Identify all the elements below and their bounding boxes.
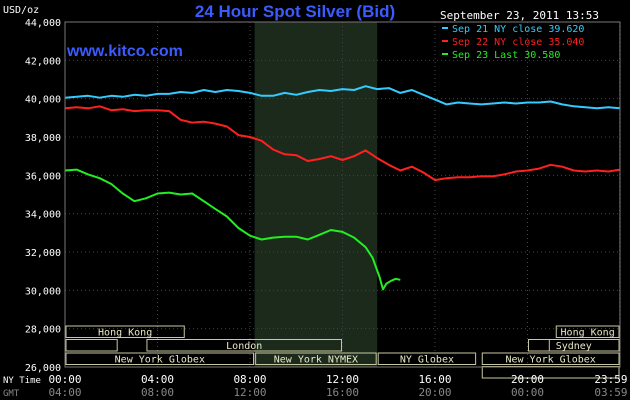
x-tick-label: 03:59	[594, 386, 627, 399]
x-tick-label: 20:00	[511, 373, 544, 386]
x-tick-label: 16:00	[418, 373, 451, 386]
x-tick-label: 00:00	[511, 386, 544, 399]
series-line	[64, 105, 621, 182]
x-tick-label: 08:00	[233, 373, 266, 386]
session-box	[255, 352, 377, 365]
series-line	[64, 168, 401, 291]
chart-title: 24 Hour Spot Silver (Bid)	[195, 2, 395, 21]
session-box	[555, 325, 620, 338]
session-label: Hong Kong	[561, 328, 615, 339]
x-tick-label: 23:59	[594, 373, 627, 386]
y-tick-label: 44,000	[25, 18, 61, 29]
y-tick-label: 36,000	[25, 171, 61, 182]
x-tick-label: 20:00	[418, 386, 451, 399]
session-label: Hong Kong	[98, 328, 152, 339]
session-label: Sydney	[556, 341, 592, 352]
legend-entry: Sep 23 Last 30.580	[452, 50, 560, 61]
x-tick-label: 08:00	[141, 386, 174, 399]
session-box	[65, 352, 255, 365]
session-box	[377, 352, 477, 365]
session-box	[528, 339, 620, 352]
session-label: New York Globex	[115, 355, 205, 366]
legend-entry: Sep 21 NY close 39.620	[452, 24, 584, 35]
unit-label: USD/oz	[3, 5, 39, 16]
x-tick-label: 12:00	[326, 373, 359, 386]
plot-frame	[64, 21, 621, 368]
x-axis-row-label: NY Time	[3, 376, 41, 386]
y-tick-label: 28,000	[25, 325, 61, 336]
x-axis-row-label: GMT	[3, 389, 20, 399]
series-lines	[64, 85, 621, 291]
y-tick-label: 26,000	[25, 363, 61, 374]
session-label: NY Globex	[400, 355, 454, 366]
x-tick-label: 16:00	[326, 386, 359, 399]
session-box	[481, 352, 620, 365]
legend-entry: Sep 22 NY close 35.040	[452, 37, 584, 48]
y-tick-label: 42,000	[25, 56, 61, 67]
y-tick-label: 40,000	[25, 95, 61, 106]
y-tick-label: 38,000	[25, 133, 61, 144]
session-label: London	[226, 341, 262, 352]
x-tick-label: 04:00	[141, 373, 174, 386]
x-tick-label: 12:00	[233, 386, 266, 399]
market-sessions: Hong Kong Hong Kong London Sydney New York G…	[65, 325, 620, 379]
watermark-url: www.kitco.com	[66, 43, 183, 60]
series-line	[64, 85, 621, 110]
session-box	[65, 325, 185, 338]
y-tick-label: 32,000	[25, 248, 61, 259]
x-tick-label: 04:00	[48, 386, 81, 399]
legend: Sep 21 NY close 39.620 Sep 22 NY close 35…	[442, 24, 584, 61]
y-tick-label: 34,000	[25, 210, 61, 221]
session-box	[65, 339, 118, 352]
highlight-band	[254, 22, 378, 367]
y-axis: 26,000 28,000 30,000 32,000 34,000 36,000 38,0…	[25, 18, 61, 374]
x-tick-label: 00:00	[48, 373, 81, 386]
x-axis: NY Time 00:00 04:00 08:00 12:00 16:00 20:00 23:…	[3, 373, 628, 399]
timestamp: September 23, 2011 13:53	[440, 9, 599, 22]
session-label: New York NYMEX	[274, 355, 358, 366]
session-box	[146, 339, 342, 352]
y-tick-label: 30,000	[25, 286, 61, 297]
session-label: New York Globex	[505, 355, 595, 366]
